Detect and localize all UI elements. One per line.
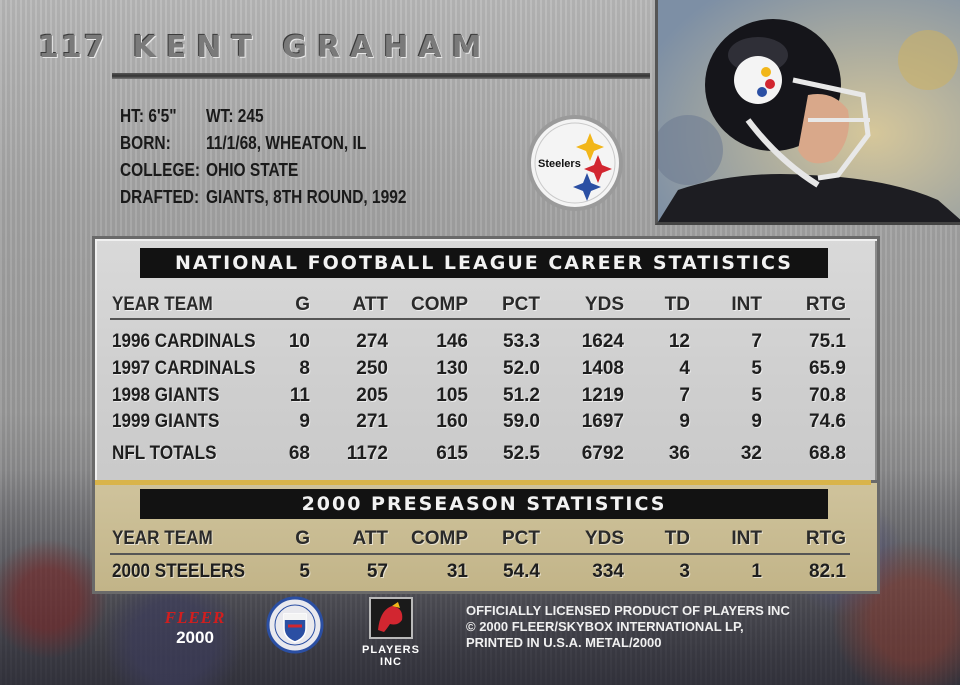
stat-cell: 2000 STEELERS <box>112 561 246 582</box>
column-header: PCT <box>502 528 540 549</box>
column-header: YDS <box>584 528 624 549</box>
stat-cell: 1624 <box>581 331 624 352</box>
column-header: INT <box>731 528 762 549</box>
height-label: HT: 6'5" <box>120 106 177 126</box>
totals-cell: 52.5 <box>503 443 540 464</box>
column-header: ATT <box>352 528 388 549</box>
stat-cell: 74.6 <box>809 411 846 432</box>
stat-cell: 9 <box>679 411 690 432</box>
preseason-header-rule <box>110 553 850 555</box>
column-header: YDS <box>584 294 624 315</box>
stat-cell: 3 <box>679 561 690 582</box>
bio-height-weight: HT: 6'5" WT: 245 <box>120 106 264 127</box>
stat-cell: 1996 CARDINALS <box>112 331 256 352</box>
legal-text: OFFICIALLY LICENSED PRODUCT OF PLAYERS I… <box>466 603 790 650</box>
stat-cell: 7 <box>679 385 690 406</box>
column-header: ATT <box>352 294 388 315</box>
column-header: RTG <box>805 294 846 315</box>
totals-cell: 36 <box>668 443 690 464</box>
stat-cell: 9 <box>751 411 762 432</box>
stat-cell: 54.4 <box>503 561 540 582</box>
column-header: COMP <box>411 294 468 315</box>
column-header: TD <box>664 528 690 549</box>
stat-cell: 5 <box>299 561 310 582</box>
column-header: YEAR TEAM <box>112 294 213 315</box>
preseason-stats-title: 2000 PRESEASON STATISTICS <box>140 489 828 519</box>
stat-cell: 8 <box>299 358 310 379</box>
stat-cell: 250 <box>356 358 388 379</box>
stat-cell: 5 <box>751 358 762 379</box>
player-name-header: 117 KENT GRAHAM <box>38 30 492 65</box>
stat-cell: 1408 <box>581 358 624 379</box>
stat-cell: 11 <box>289 385 310 406</box>
name-underline <box>112 73 650 79</box>
players-inc-logo: PLAYERS INC <box>356 596 426 668</box>
totals-cell: 32 <box>740 443 762 464</box>
bio-drafted: DRAFTED: GIANTS, 8TH ROUND, 1992 <box>120 187 407 207</box>
card-number: 117 <box>38 30 107 65</box>
totals-cell: 6792 <box>581 443 624 464</box>
gold-divider <box>95 480 871 485</box>
players-inc-label: PLAYERS INC <box>362 644 420 668</box>
stat-cell: 70.8 <box>809 385 846 406</box>
stat-cell: 105 <box>436 385 468 406</box>
stat-cell: 1998 GIANTS <box>112 385 220 406</box>
stat-cell: 9 <box>299 411 310 432</box>
steelers-logo-icon: Steelers <box>527 113 627 213</box>
fleer-year: 2000 <box>176 628 214 647</box>
column-header: TD <box>664 294 690 315</box>
stat-cell: 146 <box>436 331 468 352</box>
weight-label: WT: 245 <box>206 106 264 126</box>
stat-cell: 5 <box>751 385 762 406</box>
stat-cell: 10 <box>288 331 310 352</box>
steelers-logo-text: Steelers <box>538 158 581 170</box>
column-header: G <box>295 528 310 549</box>
totals-cell: 1172 <box>346 443 388 464</box>
column-header: COMP <box>411 528 468 549</box>
bio-college: COLLEGE: OHIO STATE <box>120 160 299 180</box>
totals-cell: 615 <box>436 443 468 464</box>
stat-cell: 51.2 <box>503 385 540 406</box>
stat-cell: 1697 <box>581 411 624 432</box>
stat-cell: 334 <box>592 561 624 582</box>
column-header: RTG <box>805 528 846 549</box>
totals-cell: 68 <box>288 443 310 464</box>
fleer-brand: FLEER <box>164 608 226 627</box>
totals-cell: NFL TOTALS <box>112 443 217 464</box>
column-header: PCT <box>502 294 540 315</box>
column-header: INT <box>731 294 762 315</box>
fleer-logo: FLEER 2000 <box>152 608 238 648</box>
stat-cell: 57 <box>366 561 388 582</box>
stat-cell: 274 <box>356 331 388 352</box>
stat-cell: 130 <box>436 358 468 379</box>
totals-cell: 68.8 <box>809 443 846 464</box>
stat-cell: 52.0 <box>503 358 540 379</box>
stat-cell: 4 <box>679 358 690 379</box>
stat-cell: 271 <box>356 411 388 432</box>
bio-born: BORN: 11/1/68, WHEATON, IL <box>120 133 367 153</box>
stat-cell: 7 <box>751 331 762 352</box>
stat-cell: 65.9 <box>809 358 846 379</box>
nfl-shield-icon <box>266 596 324 654</box>
stat-cell: 1997 CARDINALS <box>112 358 256 379</box>
stat-cell: 1 <box>751 561 762 582</box>
stat-cell: 59.0 <box>503 411 540 432</box>
column-header: YEAR TEAM <box>112 528 213 549</box>
stat-cell: 1999 GIANTS <box>112 411 220 432</box>
helmet-photo <box>655 0 960 225</box>
stat-cell: 53.3 <box>503 331 540 352</box>
stat-cell: 12 <box>668 331 690 352</box>
career-header-rule <box>110 318 850 320</box>
stat-cell: 75.1 <box>809 331 846 352</box>
player-name: KENT GRAHAM <box>132 30 492 65</box>
career-stats-title: NATIONAL FOOTBALL LEAGUE CAREER STATISTI… <box>140 248 828 278</box>
stat-cell: 205 <box>356 385 388 406</box>
stat-cell: 82.1 <box>809 561 846 582</box>
column-header: G <box>295 294 310 315</box>
players-inc-icon <box>369 597 413 639</box>
stat-cell: 31 <box>446 561 468 582</box>
stat-cell: 1219 <box>581 385 624 406</box>
stat-cell: 160 <box>436 411 468 432</box>
